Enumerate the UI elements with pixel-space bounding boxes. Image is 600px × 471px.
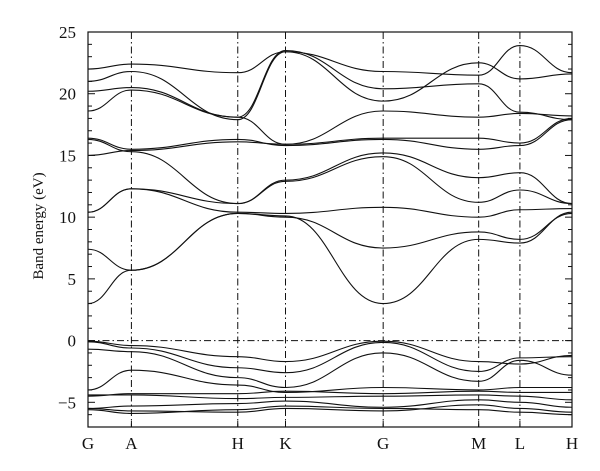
band-line-8	[87, 341, 573, 374]
y-tick-label: 15	[59, 146, 76, 165]
band-line-9	[87, 340, 573, 365]
band-line-13	[87, 156, 573, 213]
y-axis-title: Band energy (eV)	[31, 172, 47, 279]
band-line-20	[87, 45, 573, 76]
band-line-18	[87, 49, 573, 121]
y-tick-label: 0	[68, 332, 77, 351]
y-tick-label: 10	[59, 208, 76, 227]
x-tick-label-h: H	[232, 434, 244, 453]
band-line-17	[87, 89, 573, 145]
band-line-2	[87, 405, 573, 416]
y-tick-label: −5	[58, 393, 76, 412]
k-point-dividers	[130, 32, 521, 427]
band-line-4	[88, 394, 573, 401]
y-tick-label: 20	[59, 85, 76, 104]
x-tick-label-g: G	[82, 434, 94, 453]
band-line-5	[87, 390, 572, 397]
x-tick-label-g: G	[377, 434, 389, 453]
band-line-15	[87, 119, 573, 150]
band-line-16	[87, 117, 573, 156]
band-line-7	[87, 348, 573, 389]
y-tick-label: 5	[68, 270, 77, 289]
x-tick-label-h: H	[566, 434, 578, 453]
band-line-10	[87, 211, 573, 305]
y-tick-labels: 25 20 15 10 5 0 −5	[58, 23, 76, 412]
axis-ticks	[87, 31, 573, 428]
band-line-1	[87, 404, 573, 413]
band-line-6	[87, 369, 572, 393]
band-line-3	[87, 399, 573, 410]
band-line-19	[87, 51, 573, 121]
x-tick-label-k: K	[279, 434, 292, 453]
band-line-14	[87, 138, 573, 205]
x-tick-label-l: L	[515, 434, 525, 453]
band-line-12	[87, 188, 573, 218]
band-curves	[87, 45, 573, 416]
x-tick-label-a: A	[125, 434, 138, 453]
plot-frame	[87, 31, 573, 428]
band-line-11	[87, 212, 573, 271]
x-tick-label-m: M	[471, 434, 486, 453]
y-tick-label: 25	[59, 23, 76, 42]
